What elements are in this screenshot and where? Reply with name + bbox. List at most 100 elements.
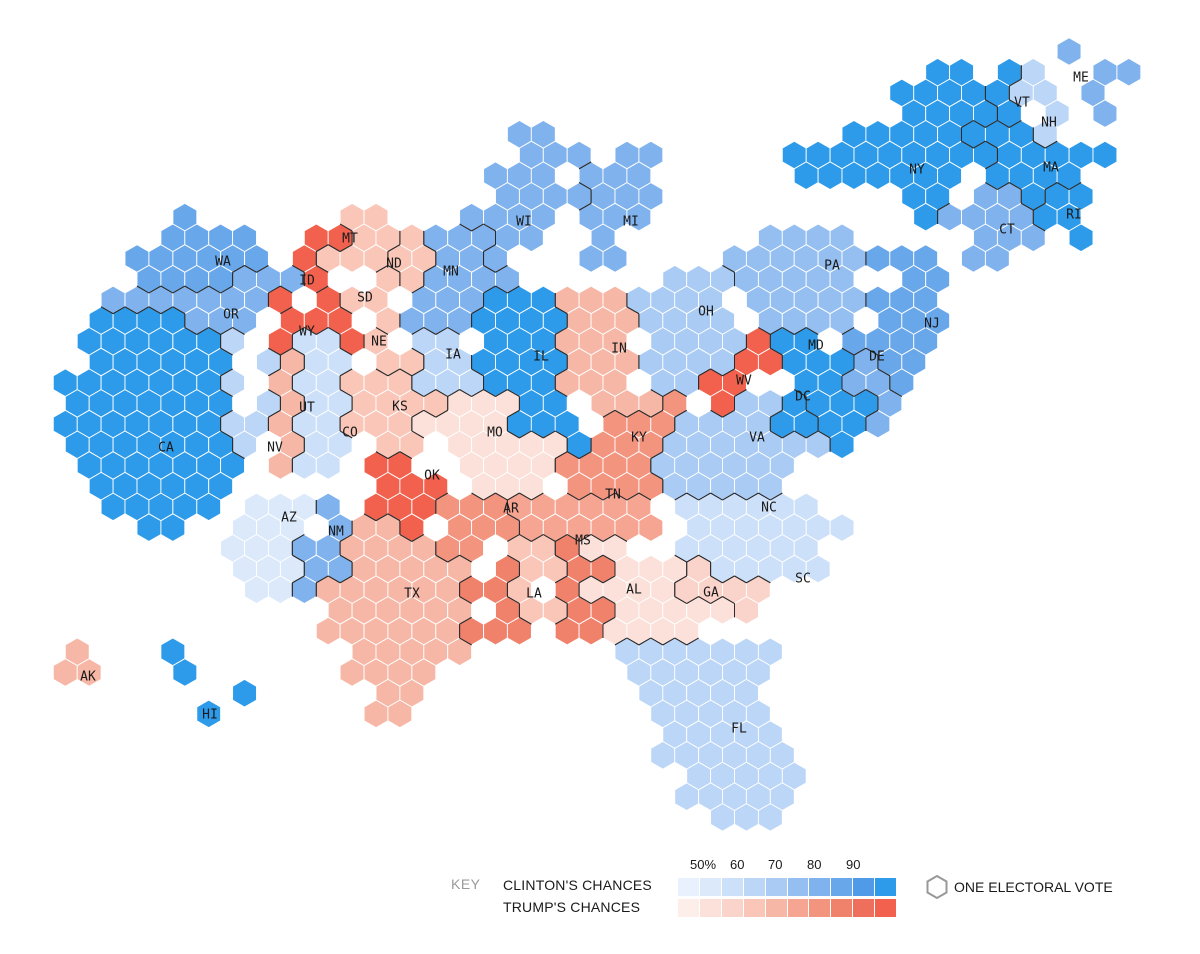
- state-border: [602, 492, 616, 501]
- state-border: [578, 492, 592, 501]
- state-border: [698, 368, 711, 377]
- state-border: [794, 430, 807, 439]
- state-border: [399, 534, 413, 542]
- state-border: [471, 223, 484, 232]
- state-border: [256, 264, 269, 273]
- state-border: [602, 554, 616, 563]
- state-label-nj: NJ: [924, 317, 940, 332]
- state-border: [650, 409, 664, 418]
- state-border: [1033, 140, 1046, 149]
- state-label-ct: CT: [999, 223, 1015, 238]
- hex-mi: [602, 244, 628, 273]
- state-border: [554, 451, 568, 460]
- state-border: [387, 451, 401, 460]
- state-border: [710, 368, 723, 377]
- hex-hi: [232, 678, 257, 708]
- state-border: [316, 264, 329, 273]
- state-label-nc: NC: [761, 501, 777, 516]
- state-label-oh: OH: [698, 305, 714, 320]
- state-label-dc: DC: [795, 390, 811, 405]
- state-label-al: AL: [626, 583, 642, 598]
- state-border: [316, 327, 329, 335]
- state-border: [507, 534, 520, 542]
- state-border: [865, 409, 879, 418]
- state-border: [172, 285, 186, 294]
- state-label-wi: WI: [516, 215, 532, 230]
- state-border: [327, 244, 341, 253]
- state-border-layer: [100, 65, 1082, 646]
- state-border: [220, 285, 233, 294]
- state-border: [447, 554, 460, 563]
- hex-mi: [626, 202, 652, 232]
- state-border: [220, 409, 233, 418]
- state-border: [722, 264, 735, 273]
- state-border: [471, 368, 484, 377]
- state-border: [471, 492, 484, 501]
- state-border: [973, 140, 986, 149]
- state-border: [590, 596, 604, 604]
- state-border: [327, 575, 341, 584]
- state-border: [1056, 182, 1070, 190]
- state-label-nv: NV: [267, 441, 283, 456]
- state-border: [543, 430, 556, 439]
- state-border: [268, 389, 281, 397]
- state-border: [483, 244, 496, 253]
- state-border: [1021, 202, 1034, 211]
- state-border: [292, 389, 305, 397]
- hex-tx: [387, 699, 413, 729]
- state-border: [973, 120, 986, 128]
- state-border: [1044, 182, 1058, 190]
- state-border: [626, 306, 640, 315]
- state-border: [770, 430, 783, 439]
- state-border: [411, 285, 425, 294]
- state-label-ar: AR: [503, 502, 519, 517]
- state-border: [208, 285, 221, 294]
- state-border: [543, 534, 556, 542]
- state-label-fl: FL: [731, 722, 747, 737]
- state-border: [531, 492, 544, 501]
- hex-co: [315, 451, 341, 480]
- state-border: [602, 409, 616, 418]
- state-border: [507, 389, 520, 397]
- state-border: [339, 430, 353, 439]
- state-border: [554, 368, 568, 377]
- state-border: [411, 368, 425, 377]
- state-border: [1033, 223, 1046, 232]
- state-border: [507, 554, 520, 563]
- state-border: [483, 223, 496, 232]
- state-border: [172, 306, 186, 315]
- state-border: [554, 306, 568, 315]
- state-border: [674, 554, 687, 563]
- state-label-ks: KS: [392, 400, 408, 415]
- state-border: [590, 554, 604, 563]
- state-border: [686, 596, 699, 604]
- state-label-ne: NE: [371, 335, 387, 350]
- state-border: [459, 389, 472, 397]
- state-label-la: LA: [526, 587, 542, 602]
- state-border: [602, 616, 616, 625]
- state-border: [208, 327, 221, 335]
- state-border: [435, 409, 448, 418]
- state-border: [710, 596, 723, 604]
- state-label-ut: UT: [299, 401, 315, 416]
- state-border: [794, 389, 807, 397]
- state-border: [136, 285, 150, 294]
- state-border: [160, 306, 174, 315]
- state-border: [985, 161, 998, 170]
- state-label-co: CO: [342, 426, 358, 441]
- state-border: [734, 347, 747, 356]
- state-border: [961, 140, 974, 149]
- state-border: [423, 264, 437, 273]
- state-border: [805, 430, 819, 439]
- state-border: [1009, 182, 1022, 190]
- state-border: [614, 492, 628, 501]
- state-border: [602, 534, 616, 542]
- state-border: [411, 430, 425, 439]
- state-border: [507, 575, 520, 584]
- hex-ct: [984, 244, 1010, 273]
- state-border: [339, 368, 353, 377]
- state-border: [220, 368, 233, 377]
- state-label-vt: VT: [1014, 96, 1030, 111]
- state-border: [316, 285, 329, 294]
- state-border: [578, 596, 592, 604]
